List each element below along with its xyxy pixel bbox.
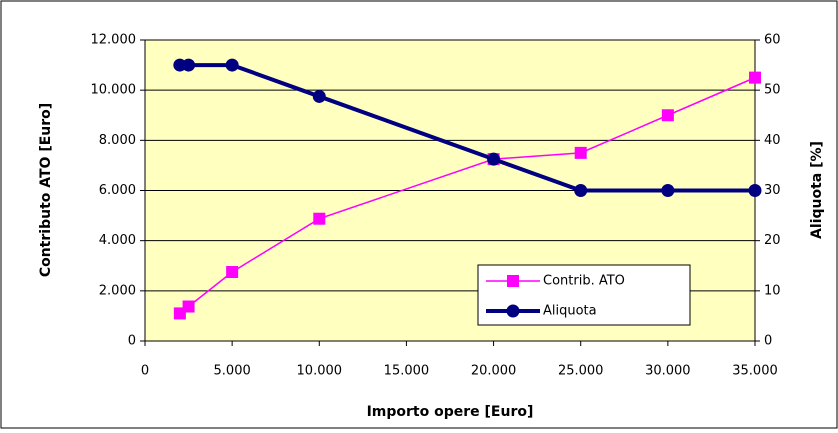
series-line bbox=[179, 76, 756, 314]
y2-tick-label: 20 bbox=[764, 233, 781, 248]
y2-tick-label: 60 bbox=[764, 33, 781, 48]
legend-label: Aliquota bbox=[543, 304, 597, 319]
x-tick-label: 10.000 bbox=[297, 364, 343, 379]
x-tick-label: 30.000 bbox=[645, 364, 691, 379]
marker bbox=[313, 212, 326, 225]
y2-tick-label: 30 bbox=[764, 183, 781, 198]
legend: Contrib. ATO Aliquota bbox=[477, 264, 691, 326]
marker bbox=[661, 109, 674, 122]
x-tick-label: 5.000 bbox=[214, 364, 251, 379]
y-axis-title: Contributo ATO [Euro] bbox=[38, 103, 54, 277]
marker bbox=[661, 184, 675, 197]
y-tick-label: 8.000 bbox=[99, 133, 136, 148]
marker bbox=[225, 58, 239, 72]
marker bbox=[574, 184, 588, 197]
x-tick-label: 15.000 bbox=[384, 364, 430, 379]
x-axis-title: Importo opere [Euro] bbox=[367, 404, 534, 420]
legend-label: Contrib. ATO bbox=[543, 274, 625, 289]
y2-axis-title: Aliquota [%] bbox=[809, 141, 825, 239]
y-tick-label: 2.000 bbox=[99, 283, 136, 298]
y-tick-label: 4.000 bbox=[99, 233, 136, 248]
y-tick-label: 12.000 bbox=[91, 33, 137, 48]
x-tick-label: 35.000 bbox=[732, 364, 778, 379]
series-line bbox=[179, 63, 755, 193]
marker bbox=[182, 300, 195, 313]
legend-marker bbox=[507, 275, 519, 287]
x-tick-label: 20.000 bbox=[471, 364, 517, 379]
x-tick-label: 0 bbox=[141, 364, 149, 379]
y2-tick-label: 10 bbox=[764, 283, 781, 298]
marker bbox=[749, 71, 761, 84]
y-tick-label: 0 bbox=[128, 334, 136, 349]
x-tick-label: 25.000 bbox=[558, 364, 604, 379]
marker bbox=[748, 184, 762, 197]
marker bbox=[312, 89, 326, 103]
y2-tick-label: 0 bbox=[764, 334, 772, 349]
legend-marker bbox=[506, 304, 520, 318]
y2-tick-label: 40 bbox=[764, 133, 781, 148]
y2-tick-label: 50 bbox=[764, 83, 781, 98]
marker bbox=[574, 146, 587, 159]
marker bbox=[182, 58, 196, 72]
y-tick-label: 6.000 bbox=[99, 183, 136, 198]
y-tick-label: 10.000 bbox=[91, 83, 137, 98]
marker bbox=[226, 266, 239, 279]
marker bbox=[487, 152, 501, 166]
